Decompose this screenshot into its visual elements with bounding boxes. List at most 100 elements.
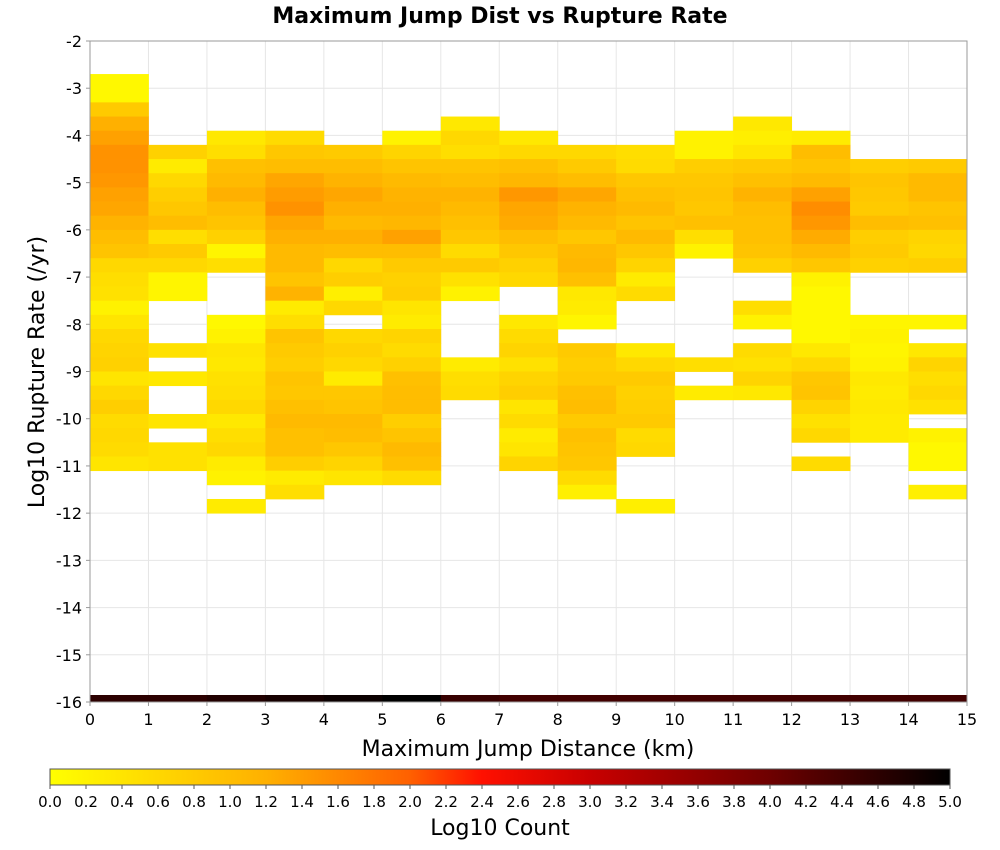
heatmap-cell bbox=[206, 470, 266, 486]
heatmap-cell bbox=[616, 399, 676, 415]
heatmap-cell bbox=[733, 130, 792, 146]
heatmap-cell bbox=[499, 371, 559, 387]
heatmap-cell bbox=[206, 201, 266, 217]
heatmap-cell bbox=[674, 159, 734, 174]
heatmap-cell bbox=[440, 371, 500, 387]
heatmap-cell bbox=[382, 272, 442, 287]
colorbar-tick-label: 1.4 bbox=[290, 793, 314, 811]
colorbar-tick-label: 3.4 bbox=[650, 793, 674, 811]
y-axis-label: Log10 Rupture Rate (/yr) bbox=[25, 236, 50, 508]
heatmap-cell bbox=[382, 428, 442, 443]
heatmap-cell bbox=[90, 385, 149, 401]
colorbar-tick-label: 1.6 bbox=[326, 793, 350, 811]
heatmap-cell bbox=[440, 187, 500, 202]
heatmap-cell bbox=[323, 272, 383, 287]
heatmap-cell bbox=[850, 215, 909, 231]
colorbar-tick-label: 2.4 bbox=[470, 793, 494, 811]
heatmap-cell bbox=[499, 159, 559, 174]
heatmap-cell bbox=[499, 173, 559, 188]
heatmap-cell bbox=[90, 244, 149, 259]
heatmap-cell bbox=[382, 385, 442, 401]
heatmap-cell bbox=[733, 159, 792, 174]
heatmap-cell bbox=[206, 399, 266, 415]
y-tick-label: -16 bbox=[56, 693, 82, 712]
heatmap-cell bbox=[90, 329, 149, 344]
heatmap-cell bbox=[674, 144, 734, 160]
heatmap-cell bbox=[265, 357, 325, 372]
heatmap-cell bbox=[323, 413, 383, 429]
heatmap-cell bbox=[499, 428, 559, 443]
x-tick-label: 5 bbox=[377, 710, 387, 729]
y-tick-label: -8 bbox=[66, 315, 82, 334]
heatmap-cell bbox=[90, 456, 149, 472]
heatmap-cell bbox=[382, 159, 442, 174]
heatmap-cell bbox=[148, 286, 208, 302]
bottom-band-cell bbox=[382, 695, 442, 702]
heatmap-cell bbox=[850, 343, 909, 358]
heatmap-cell bbox=[90, 229, 149, 245]
heatmap-cell bbox=[791, 130, 851, 146]
heatmap-cell bbox=[791, 343, 851, 358]
heatmap-cell bbox=[791, 215, 851, 231]
heatmap-cell bbox=[323, 385, 383, 401]
heatmap-cell bbox=[265, 456, 325, 472]
heatmap-cell bbox=[850, 357, 909, 372]
heatmap-cell bbox=[499, 244, 559, 259]
colorbar-tick-label: 0.2 bbox=[74, 793, 98, 811]
heatmap-cell bbox=[265, 343, 325, 358]
heatmap-cell bbox=[499, 399, 559, 415]
y-tick-label: -15 bbox=[56, 646, 82, 665]
heatmap-cell bbox=[90, 173, 149, 188]
heatmap-cell bbox=[908, 428, 968, 443]
heatmap-cell bbox=[323, 159, 383, 174]
heatmap-cell bbox=[90, 399, 149, 415]
heatmap-cell bbox=[499, 229, 559, 245]
heatmap-cell bbox=[733, 258, 792, 273]
heatmap-cell bbox=[791, 187, 851, 202]
heatmap-cell bbox=[382, 201, 442, 217]
heatmap-cell bbox=[791, 173, 851, 188]
heatmap-cell bbox=[440, 130, 500, 146]
heatmap-cell bbox=[908, 201, 968, 217]
heatmap-cell bbox=[616, 159, 676, 174]
bottom-band-cell bbox=[616, 695, 676, 702]
heatmap-cell bbox=[674, 385, 734, 401]
heatmap-cell bbox=[850, 201, 909, 217]
heatmap-cell bbox=[265, 229, 325, 245]
heatmap-cell bbox=[382, 300, 442, 316]
heatmap-cell bbox=[440, 229, 500, 245]
heatmap-cell bbox=[90, 88, 149, 103]
heatmap-cell bbox=[148, 229, 208, 245]
heatmap-cell bbox=[206, 498, 266, 514]
heatmap-cell bbox=[791, 371, 851, 387]
heatmap-cell bbox=[440, 272, 500, 287]
heatmap-cell bbox=[382, 371, 442, 387]
heatmap-cell bbox=[791, 399, 851, 415]
heatmap-cell bbox=[499, 442, 559, 457]
colorbar-tick-label: 4.2 bbox=[794, 793, 818, 811]
heatmap-cell bbox=[265, 244, 325, 259]
y-tick-label: -2 bbox=[66, 32, 82, 51]
heatmap-cell bbox=[148, 159, 208, 174]
heatmap-cell bbox=[440, 173, 500, 188]
heatmap-cell bbox=[499, 413, 559, 429]
heatmap-cell bbox=[499, 314, 559, 330]
heatmap-cell bbox=[440, 385, 500, 401]
heatmap-cell bbox=[616, 229, 676, 245]
heatmap-cell bbox=[440, 116, 500, 132]
heatmap-cell bbox=[908, 258, 968, 273]
heatmap-cell bbox=[265, 215, 325, 231]
heatmap-cell bbox=[908, 229, 968, 245]
heatmap-cell bbox=[674, 201, 734, 217]
chart-title: Maximum Jump Dist vs Rupture Rate bbox=[272, 4, 727, 29]
heatmap-cell bbox=[557, 187, 617, 202]
heatmap-cell bbox=[908, 187, 968, 202]
heatmap-cell bbox=[850, 187, 909, 202]
heatmap-cell bbox=[148, 258, 208, 273]
heatmap-cell bbox=[733, 244, 792, 259]
heatmap-cell bbox=[733, 371, 792, 387]
heatmap-cell bbox=[850, 159, 909, 174]
heatmap-cell bbox=[616, 201, 676, 217]
heatmap-cell bbox=[206, 173, 266, 188]
heatmap-cell bbox=[908, 215, 968, 231]
